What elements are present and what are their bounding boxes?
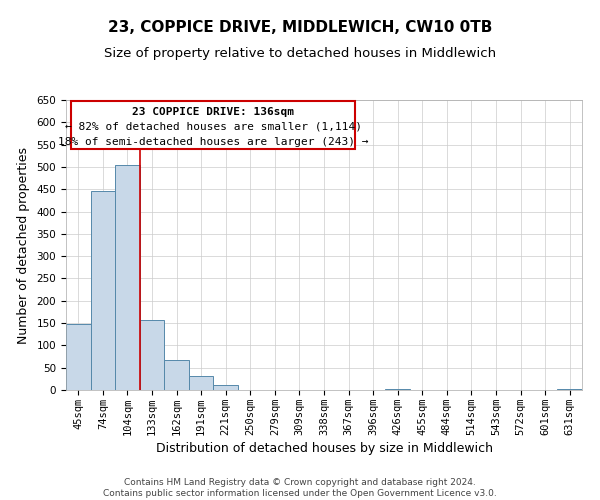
Text: Contains HM Land Registry data © Crown copyright and database right 2024.
Contai: Contains HM Land Registry data © Crown c… (103, 478, 497, 498)
Bar (66, 324, 91, 390)
Bar (189, 376, 214, 390)
Bar (557, 389, 582, 390)
Text: 18% of semi-detached houses are larger (243) →: 18% of semi-detached houses are larger (… (58, 136, 368, 146)
Text: 23, COPPICE DRIVE, MIDDLEWICH, CW10 0TB: 23, COPPICE DRIVE, MIDDLEWICH, CW10 0TB (108, 20, 492, 35)
Bar (385, 388, 410, 390)
Bar (164, 360, 189, 390)
Text: ← 82% of detached houses are smaller (1,114): ← 82% of detached houses are smaller (1,… (65, 122, 362, 132)
Y-axis label: Number of detached properties: Number of detached properties (17, 146, 29, 344)
Bar (140, 320, 164, 390)
Bar (91, 190, 115, 390)
Bar (214, 384, 238, 390)
Text: Size of property relative to detached houses in Middlewich: Size of property relative to detached ho… (104, 48, 496, 60)
Bar (115, 164, 140, 390)
FancyBboxPatch shape (71, 102, 355, 150)
X-axis label: Distribution of detached houses by size in Middlewich: Distribution of detached houses by size … (155, 442, 493, 455)
Text: 23 COPPICE DRIVE: 136sqm: 23 COPPICE DRIVE: 136sqm (132, 107, 294, 117)
